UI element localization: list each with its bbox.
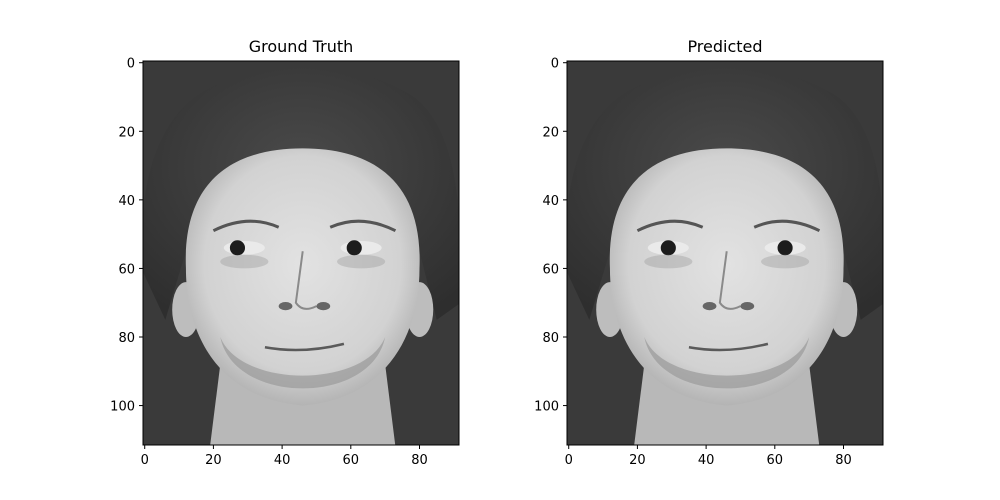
left-eyebrow	[212, 219, 280, 233]
y-tick-label: 60	[542, 262, 559, 277]
axes-frame	[566, 60, 884, 446]
y-tick-label: 0	[127, 57, 135, 72]
face-image	[567, 61, 883, 445]
panel-title: Ground Truth	[249, 37, 354, 56]
x-tick-label: 40	[698, 453, 715, 468]
y-tick-label: 0	[551, 57, 559, 72]
y-tick-label: 20	[542, 125, 559, 140]
y-tick-label: 40	[118, 194, 135, 209]
x-tick-label: 40	[274, 453, 291, 468]
y-tick-label: 60	[118, 262, 135, 277]
panel-predicted: Predicted 0 20 40 60 80 0 20 40 60 80 100	[534, 37, 884, 468]
left-pupil	[660, 240, 676, 256]
left-pupil	[229, 240, 246, 256]
x-tick-label: 80	[835, 453, 852, 468]
y-tick-label: 100	[110, 400, 135, 415]
y-tick-label: 80	[118, 331, 135, 346]
panel-title: Predicted	[687, 37, 762, 56]
right-nostril	[316, 302, 331, 311]
mouth	[264, 342, 345, 352]
y-tick-label: 40	[542, 194, 559, 209]
left-undereye	[220, 254, 269, 269]
mouth	[688, 342, 769, 352]
y-tick-label: 20	[118, 125, 135, 140]
nose	[294, 251, 317, 310]
right-pupil	[777, 240, 793, 256]
x-tick-label: 60	[767, 453, 784, 468]
left-nostril	[702, 302, 717, 311]
nose	[718, 251, 741, 310]
right-undereye	[761, 254, 810, 269]
x-tick-label: 60	[343, 453, 360, 468]
right-pupil	[346, 240, 362, 256]
face	[609, 148, 844, 406]
x-tick-label: 20	[205, 453, 222, 468]
right-undereye	[337, 254, 386, 269]
y-tick-label: 80	[542, 331, 559, 346]
axes-frame	[142, 60, 460, 446]
beard	[220, 337, 386, 389]
x-tick-label: 0	[565, 453, 573, 468]
x-tick-label: 80	[411, 453, 428, 468]
left-nostril	[278, 302, 293, 311]
left-undereye	[644, 254, 693, 269]
y-tick-label: 100	[534, 400, 559, 415]
x-tick-label: 20	[629, 453, 646, 468]
face	[185, 148, 420, 406]
right-nostril	[740, 302, 755, 311]
right-eyebrow	[753, 219, 821, 233]
x-tick-label: 0	[141, 453, 149, 468]
beard	[644, 337, 810, 389]
panel-ground-truth: Ground Truth 0 20 40 60 80 0 20 40 60 80 100	[110, 37, 460, 468]
right-eyebrow	[329, 219, 397, 233]
left-eyebrow	[636, 219, 704, 233]
face-image	[143, 61, 459, 445]
